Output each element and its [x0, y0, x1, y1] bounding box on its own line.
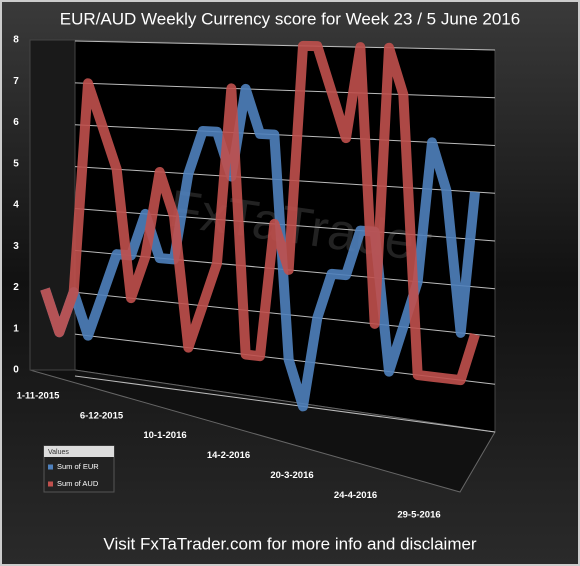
legend-swatch — [48, 481, 53, 487]
y-tick-label: 8 — [13, 35, 19, 46]
chart-title: EUR/AUD Weekly Currency score for Week 2… — [60, 9, 520, 28]
y-tick-label: 3 — [13, 241, 19, 252]
x-tick-label: 29-5-2016 — [397, 510, 440, 521]
legend-label: Sum of AUD — [57, 479, 99, 488]
x-tick-label: 6-12-2015 — [80, 410, 124, 421]
y-tick-label: 6 — [13, 117, 19, 128]
legend-header — [44, 446, 114, 457]
grid-line — [74, 124, 496, 146]
grid-line — [74, 375, 496, 433]
y-tick-label: 2 — [13, 282, 19, 293]
x-tick-label: 10-1-2016 — [143, 430, 186, 441]
x-tick-label: 14-2-2016 — [207, 450, 250, 461]
side-wall — [29, 39, 76, 371]
footer: Visit FxTaTrader.com for more info and d… — [103, 534, 477, 553]
y-tick-label: 4 — [13, 200, 19, 211]
series-line — [40, 83, 480, 412]
legend-title: Values — [48, 449, 69, 456]
grid-line — [74, 82, 496, 99]
series-line — [40, 40, 480, 386]
legend-swatch — [48, 464, 53, 470]
y-tick-label: 7 — [13, 76, 19, 87]
legend-label: Sum of EUR — [57, 462, 99, 471]
y-tick-label: 0 — [13, 365, 19, 376]
x-tick-label: 20-3-2016 — [270, 470, 313, 481]
y-tick-label: 5 — [13, 158, 19, 169]
x-tick-label: 24-4-2016 — [334, 490, 377, 501]
grid-line — [74, 40, 496, 51]
y-tick-label: 1 — [13, 323, 19, 334]
x-tick-label: 1-11-2015 — [17, 391, 61, 402]
